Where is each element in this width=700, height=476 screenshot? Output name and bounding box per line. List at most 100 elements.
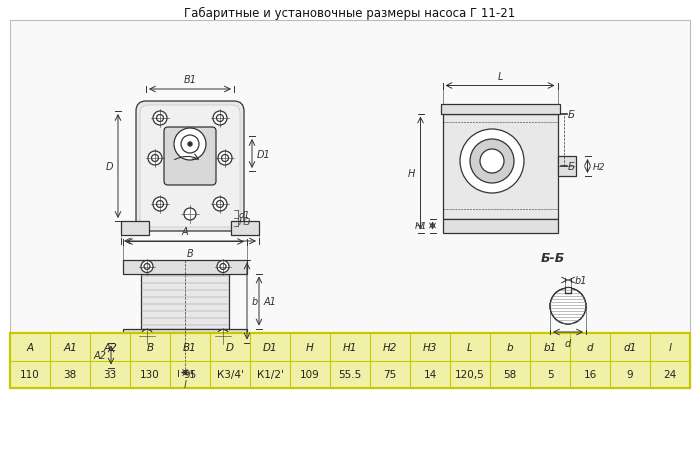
Circle shape [181,136,199,154]
Text: D1: D1 [257,149,271,159]
Bar [10,333,690,388]
Bar [141,274,229,329]
Text: H3: H3 [239,218,251,227]
Text: 33: 33 [104,369,117,379]
Text: H2: H2 [592,162,605,171]
Text: H1: H1 [343,342,357,352]
Circle shape [174,129,206,161]
Circle shape [153,198,167,211]
Text: 38: 38 [64,369,76,379]
Text: 58: 58 [503,369,517,379]
Text: Б: Б [568,162,575,172]
Circle shape [218,152,232,166]
Text: 14: 14 [424,369,437,379]
Text: H: H [306,342,314,352]
Circle shape [157,201,164,208]
Text: H2: H2 [383,342,397,352]
Bar [565,288,571,293]
Text: B: B [146,342,153,352]
Circle shape [216,201,223,208]
FancyBboxPatch shape [164,128,216,186]
Circle shape [217,330,229,342]
Circle shape [174,129,206,161]
Text: H: H [408,169,416,178]
Text: К3/4': К3/4' [216,369,244,379]
Text: 95: 95 [183,369,197,379]
Text: b1: b1 [543,342,556,352]
Text: D1: D1 [262,342,277,352]
FancyBboxPatch shape [140,106,240,228]
Text: B1: B1 [183,342,197,352]
Text: D: D [106,162,113,172]
Bar [10,333,690,388]
Circle shape [157,115,164,122]
Circle shape [153,112,167,126]
FancyBboxPatch shape [136,102,244,231]
Text: A2: A2 [93,350,106,360]
Text: 55.5: 55.5 [338,369,362,379]
Text: H3: H3 [423,342,438,352]
Bar [123,260,247,274]
Text: l: l [668,342,671,352]
Circle shape [141,261,153,273]
Text: B: B [187,248,193,258]
Text: d1: d1 [624,342,636,352]
Text: 110: 110 [20,369,40,379]
Text: d: d [587,342,594,352]
Text: l: l [183,380,186,390]
Circle shape [480,149,504,174]
Circle shape [144,264,150,270]
Circle shape [213,112,227,126]
Circle shape [460,130,524,194]
Text: A1: A1 [264,297,277,307]
Text: 16: 16 [583,369,596,379]
Circle shape [217,261,229,273]
Text: A1: A1 [63,342,77,352]
Text: К1/2': К1/2' [257,369,284,379]
Circle shape [220,333,226,339]
Text: H1: H1 [415,221,428,230]
Text: b: b [507,342,513,352]
Text: Б: Б [568,109,575,119]
Text: 120,5: 120,5 [455,369,485,379]
Bar [231,221,259,236]
Bar [121,221,149,236]
Text: 5: 5 [547,369,553,379]
Bar [182,360,188,368]
Text: d: d [565,338,571,348]
Text: L: L [467,342,473,352]
Bar [557,157,575,177]
Circle shape [188,143,192,147]
Circle shape [141,330,153,342]
Text: d1: d1 [239,210,251,219]
Text: A: A [182,227,188,237]
Circle shape [470,140,514,184]
Circle shape [148,152,162,166]
Circle shape [221,155,228,162]
Bar [442,219,557,233]
Text: Габаритные и установочные размеры насоса Г 11-21: Габаритные и установочные размеры насоса… [184,7,516,20]
Text: Б-Б: Б-Б [541,252,565,265]
Circle shape [220,264,226,270]
Text: D: D [226,342,234,352]
Circle shape [144,333,150,339]
Text: 109: 109 [300,369,320,379]
Circle shape [181,136,199,154]
Circle shape [550,288,586,324]
Text: 130: 130 [140,369,160,379]
Text: 75: 75 [384,369,397,379]
Circle shape [213,198,227,211]
Text: 24: 24 [664,369,677,379]
Bar [442,114,557,219]
Text: B1: B1 [183,75,197,85]
Text: L: L [497,71,503,81]
Bar [10,21,690,388]
Text: b: b [252,297,258,307]
Circle shape [151,155,158,162]
Text: b1: b1 [575,276,587,286]
Circle shape [216,115,223,122]
Circle shape [184,208,196,220]
Circle shape [188,143,192,147]
Bar [178,343,192,368]
Bar [123,329,247,343]
